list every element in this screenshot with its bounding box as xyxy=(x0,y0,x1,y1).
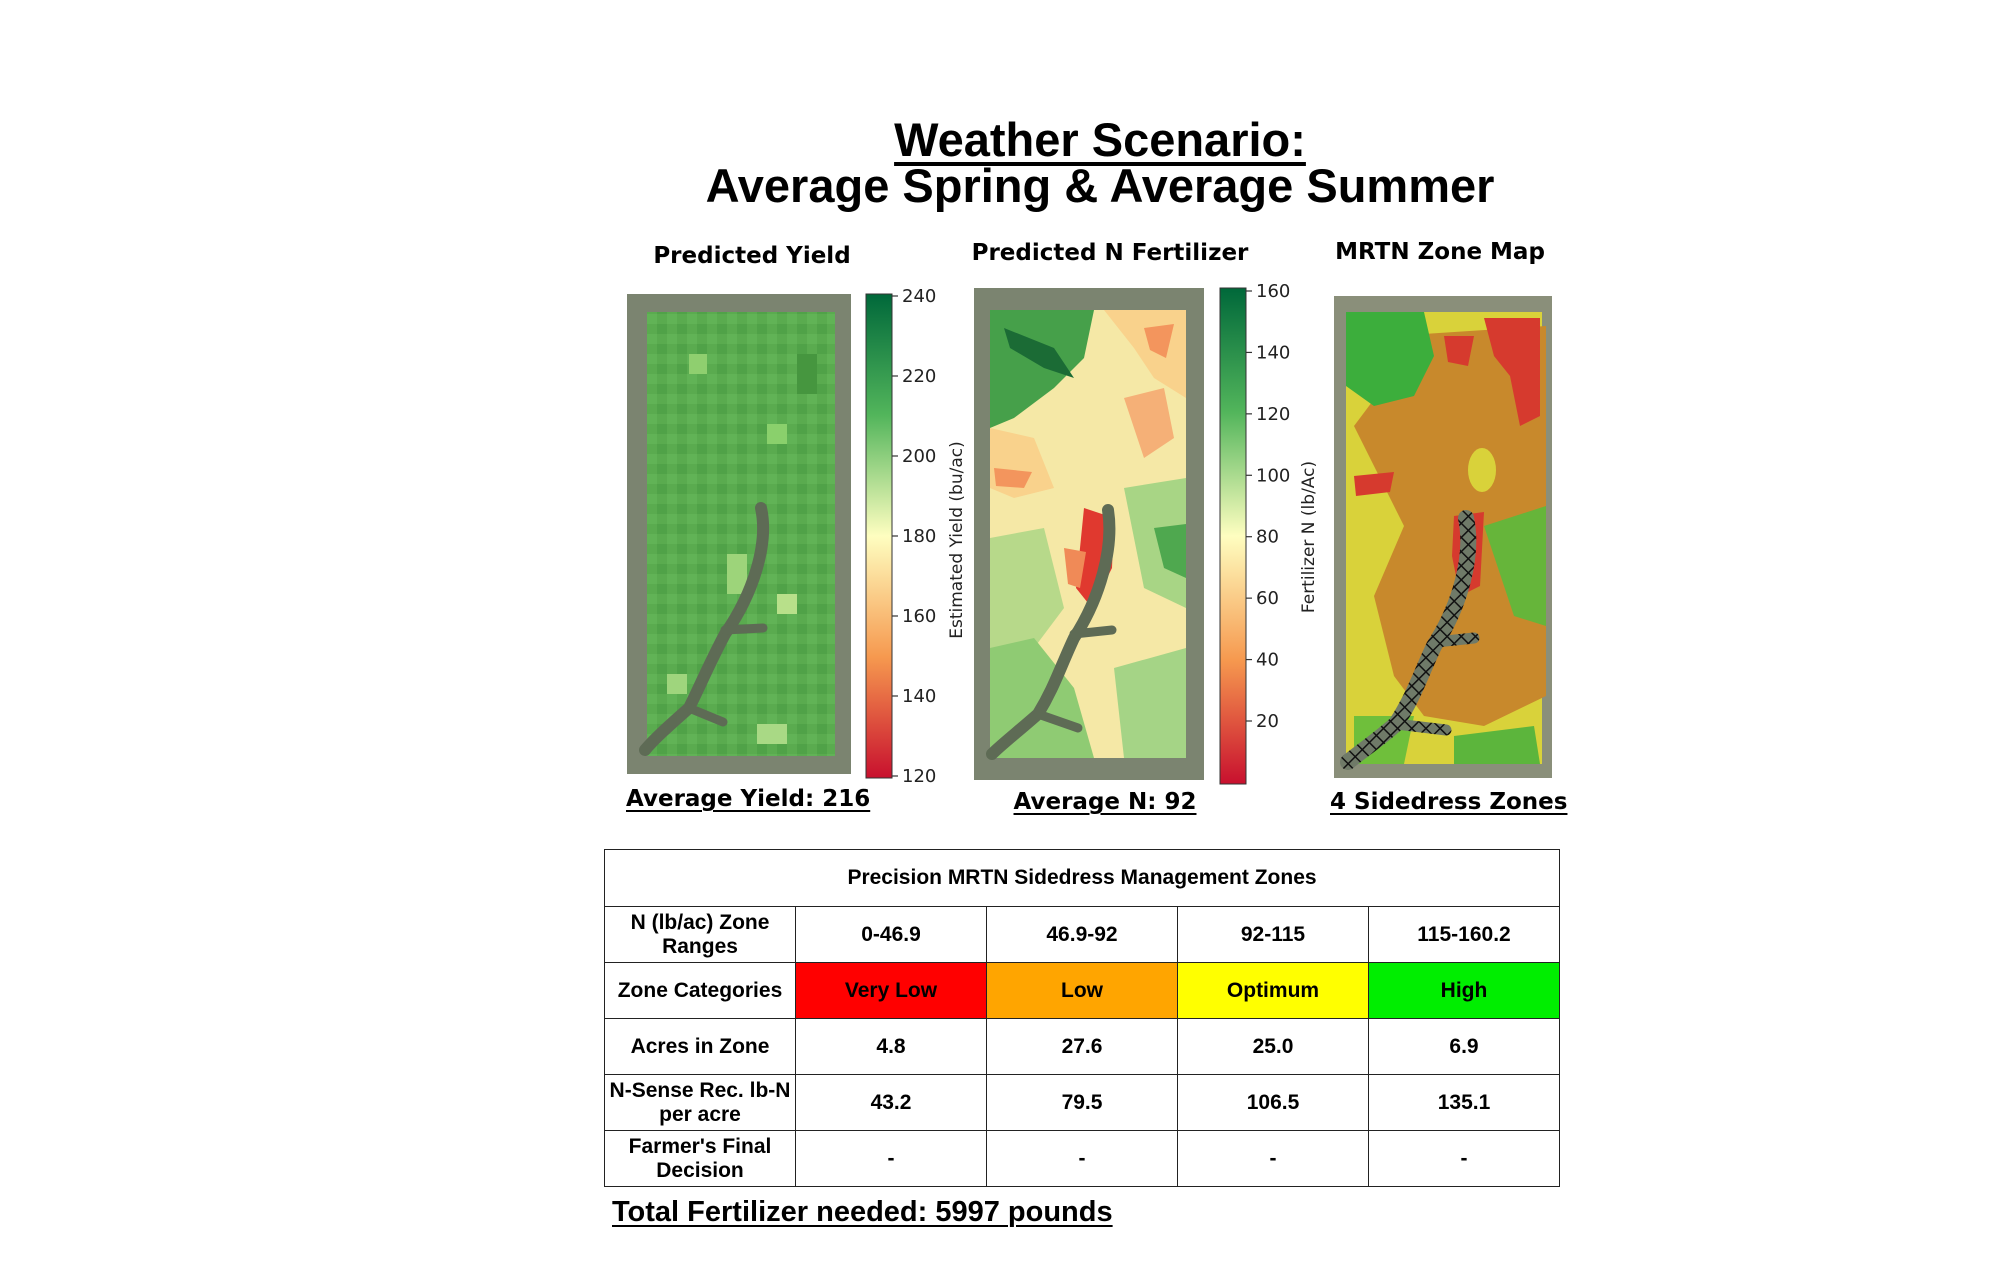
cell: 106.5 xyxy=(1177,1074,1369,1131)
nfert-colorbar: 160 140 120 100 80 60 40 20 xyxy=(1219,281,1290,785)
cell: 4.8 xyxy=(795,1018,987,1075)
cell: 92-115 xyxy=(1177,906,1369,963)
average-n: Average N: 92 xyxy=(1013,789,1197,815)
yield-map xyxy=(627,294,851,774)
table-row: N (lb/ac) Zone Ranges 0-46.9 46.9-92 92-… xyxy=(604,906,1560,963)
colorbar-tick-label: 60 xyxy=(1256,588,1279,609)
cell: - xyxy=(1368,1130,1560,1187)
colorbar-tick-label: 160 xyxy=(902,606,936,627)
cell: 135.1 xyxy=(1368,1074,1560,1131)
cell: 43.2 xyxy=(795,1074,987,1131)
sidedress-zones-count: 4 Sidedress Zones xyxy=(1330,789,1568,815)
table-row: Farmer's Final Decision - - - - xyxy=(604,1130,1560,1187)
colorbar-tick-label: 20 xyxy=(1256,711,1279,732)
mrtn-zone-map xyxy=(1334,296,1552,778)
zone-high xyxy=(1346,312,1434,406)
cell: 46.9-92 xyxy=(986,906,1178,963)
table-row: N-Sense Rec. lb-N per acre 43.2 79.5 106… xyxy=(604,1074,1560,1131)
cell: 25.0 xyxy=(1177,1018,1369,1075)
row-label: Farmer's Final Decision xyxy=(604,1130,796,1187)
colorbar-tick-label: 160 xyxy=(1256,281,1290,302)
zone-optimum-cell: Optimum xyxy=(1177,962,1369,1019)
yield-colorbar: 240 220 200 180 160 140 120 xyxy=(865,286,936,787)
row-label: N-Sense Rec. lb-N per acre xyxy=(604,1074,796,1131)
colorbar-tick-label: 120 xyxy=(1256,404,1290,425)
waterway xyxy=(639,502,770,756)
colorbar-tick-label: 140 xyxy=(1256,342,1290,363)
nfert-panel-title: Predicted N Fertilizer xyxy=(971,240,1249,266)
total-fertilizer: Total Fertilizer needed: 5997 pounds xyxy=(612,1196,1113,1228)
zone-low-cell: Low xyxy=(986,962,1178,1019)
row-label: N (lb/ac) Zone Ranges xyxy=(604,906,796,963)
yield-panel-title: Predicted Yield xyxy=(653,243,851,269)
colorbar-tick-label: 220 xyxy=(902,366,936,387)
waterway xyxy=(986,504,1116,760)
table-row: Zone Categories Very Low Low Optimum Hig… xyxy=(604,962,1560,1019)
yield-colorbar-label: Estimated Yield (bu/ac) xyxy=(947,441,967,639)
zone-low xyxy=(1354,326,1546,726)
colorbar-tick-label: 120 xyxy=(902,766,936,787)
waterway-hatched xyxy=(1340,510,1477,770)
zone-very-low xyxy=(1484,318,1540,426)
zones-table: Precision MRTN Sidedress Management Zone… xyxy=(604,849,1560,1187)
nfert-map xyxy=(974,288,1204,780)
nfert-colorbar-label: Fertilizer N (lb/Ac) xyxy=(1299,460,1319,614)
cell: - xyxy=(986,1130,1178,1187)
cell: 6.9 xyxy=(1368,1018,1560,1075)
scenario-subtitle: Average Spring & Average Summer xyxy=(705,159,1495,212)
zone-very-low-cell: Very Low xyxy=(795,962,987,1019)
cell: 27.6 xyxy=(986,1018,1178,1075)
row-label: Zone Categories xyxy=(604,962,796,1019)
cell: 0-46.9 xyxy=(795,906,987,963)
cell: - xyxy=(1177,1130,1369,1187)
row-label: Acres in Zone xyxy=(604,1018,796,1075)
colorbar-tick-label: 200 xyxy=(902,446,936,467)
colorbar-tick-label: 40 xyxy=(1256,650,1279,671)
cell: 115-160.2 xyxy=(1368,906,1560,963)
colorbar-tick-label: 240 xyxy=(902,286,936,307)
table-row: Acres in Zone 4.8 27.6 25.0 6.9 xyxy=(604,1018,1560,1075)
scenario-title: Weather Scenario: xyxy=(894,113,1306,166)
colorbar-tick-label: 180 xyxy=(902,526,936,547)
table-title-row: Precision MRTN Sidedress Management Zone… xyxy=(604,849,1560,907)
mrtn-panel-title: MRTN Zone Map xyxy=(1335,239,1545,265)
zone-high-cell: High xyxy=(1368,962,1560,1019)
colorbar-tick-label: 140 xyxy=(902,686,936,707)
colorbar-tick-label: 100 xyxy=(1256,465,1290,486)
cell: - xyxy=(795,1130,987,1187)
cell: 79.5 xyxy=(986,1074,1178,1131)
colorbar-tick-label: 80 xyxy=(1256,527,1279,548)
table-title: Precision MRTN Sidedress Management Zone… xyxy=(604,849,1560,907)
average-yield: Average Yield: 216 xyxy=(626,786,871,812)
